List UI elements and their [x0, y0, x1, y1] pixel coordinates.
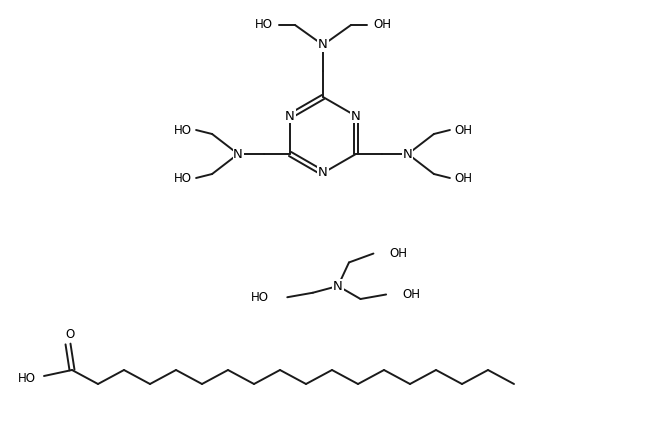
Text: HO: HO: [251, 291, 269, 304]
Text: OH: OH: [454, 171, 472, 184]
Text: OH: OH: [402, 288, 420, 301]
Text: OH: OH: [373, 19, 391, 31]
Text: N: N: [233, 148, 243, 161]
Text: HO: HO: [255, 19, 273, 31]
Text: N: N: [333, 279, 343, 293]
Text: N: N: [286, 109, 295, 123]
Text: OH: OH: [390, 247, 408, 260]
Text: HO: HO: [174, 171, 192, 184]
Text: N: N: [318, 39, 328, 51]
Text: O: O: [65, 327, 75, 340]
Text: N: N: [403, 148, 413, 161]
Text: N: N: [318, 167, 328, 179]
Text: OH: OH: [454, 123, 472, 137]
Text: HO: HO: [18, 371, 36, 385]
Text: HO: HO: [174, 123, 192, 137]
Text: N: N: [351, 109, 360, 123]
